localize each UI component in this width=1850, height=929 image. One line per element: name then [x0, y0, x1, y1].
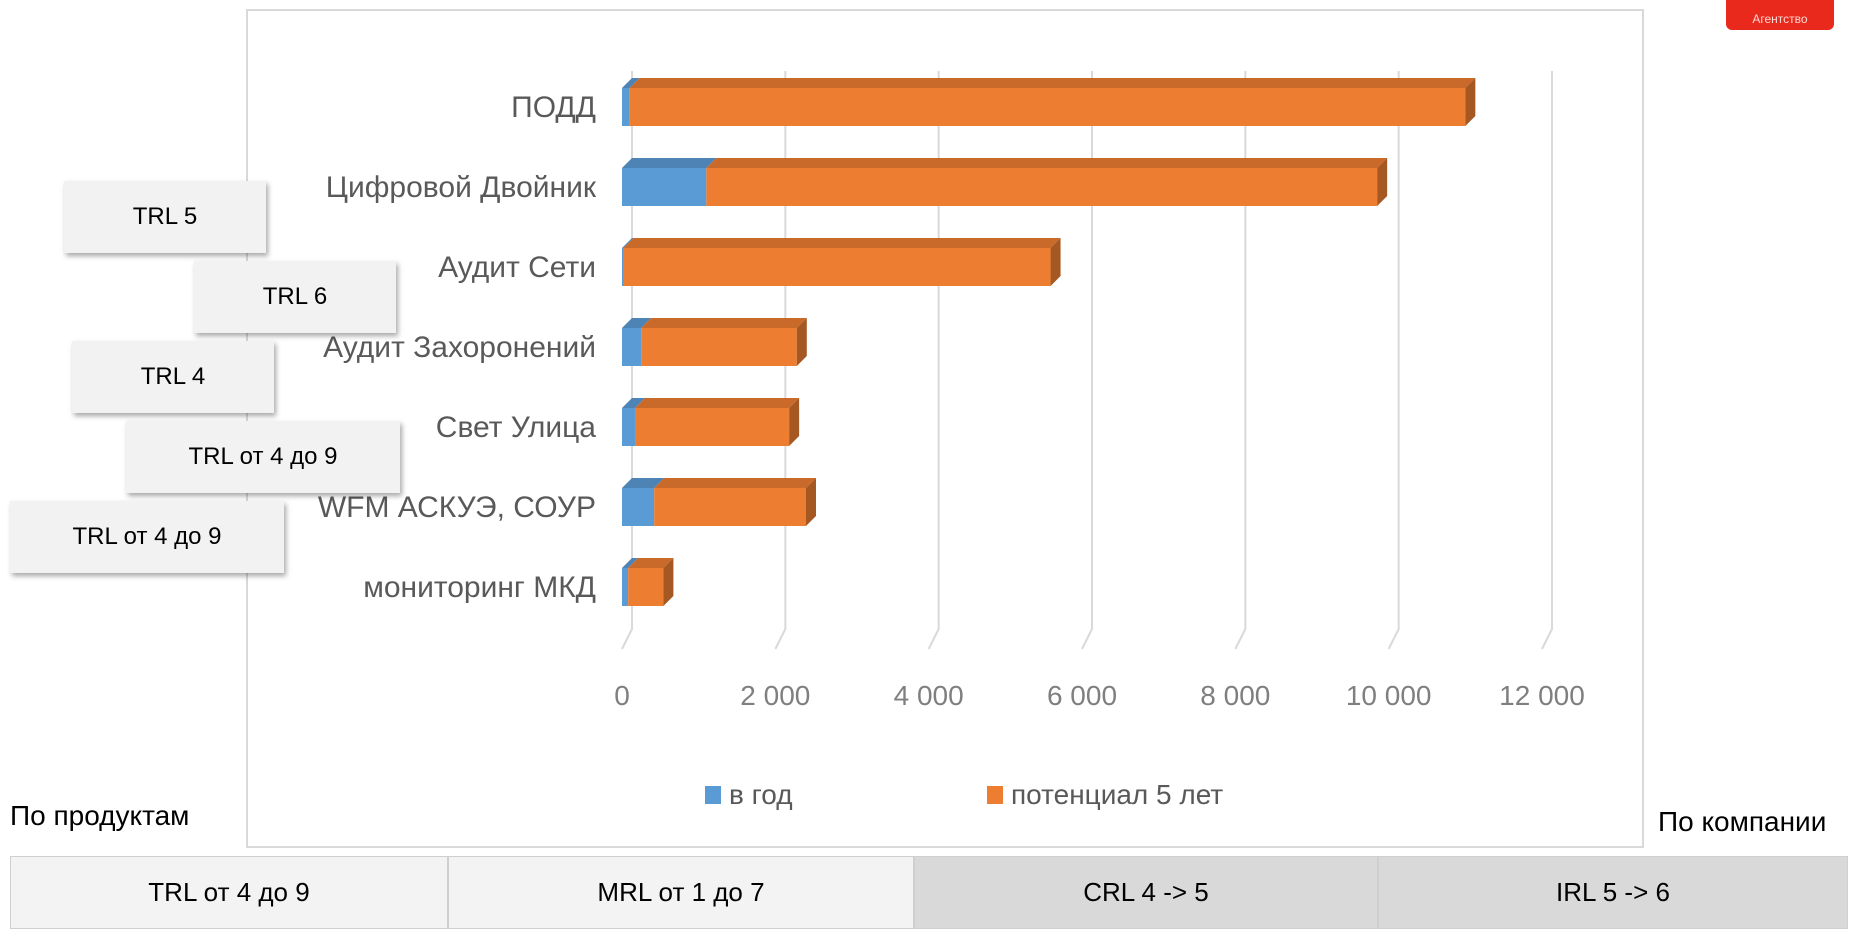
- x-tick-label-5: 10 000: [1346, 680, 1432, 711]
- bar-top-1-4: [635, 398, 800, 408]
- bar-top-0-1: [622, 158, 717, 168]
- left-label: По продуктам: [10, 800, 190, 831]
- bar-top-1-3: [641, 318, 807, 328]
- x-tick-label-1: 2 000: [740, 680, 810, 711]
- category-label-0: ПОДД: [511, 91, 596, 124]
- x-tick-label-6: 12 000: [1499, 680, 1585, 711]
- bar-top-0-2: [622, 238, 634, 248]
- bar-0-1: [622, 168, 707, 206]
- gridline-3: [1081, 71, 1093, 650]
- trl-badge-1: TRL 6: [194, 261, 396, 333]
- bar-top-1-0: [629, 78, 1476, 88]
- bar-0-3: [622, 328, 642, 366]
- bar-0-0: [622, 88, 630, 126]
- gridline-4: [1234, 71, 1247, 650]
- level-mrl: MRL от 1 до 7: [448, 856, 914, 929]
- bar-top-1-1: [706, 158, 1388, 168]
- bar-top-0-5: [622, 478, 665, 488]
- bar-0-4: [622, 408, 636, 446]
- bar-1-5: [654, 488, 806, 526]
- level-trl: TRL от 4 до 9: [10, 856, 448, 929]
- x-tick-label-4: 8 000: [1200, 680, 1270, 711]
- bar-top-0-6: [622, 558, 639, 568]
- trl-badge-0: TRL 5: [64, 181, 266, 253]
- bar-top-0-0: [622, 78, 640, 88]
- legend-label-0: в год: [729, 779, 793, 810]
- category-label-1: Цифровой Двойник: [326, 171, 597, 204]
- chart-frame: 0 2 000 4 000 6 000 8 000 10 000 12 000 ПОДД Циф…: [246, 9, 1644, 848]
- trl-badge-2: TRL 4: [72, 341, 274, 413]
- bar-side-1-0: [1465, 78, 1476, 126]
- x-tick-label-0: 0: [614, 680, 630, 711]
- gridline-6: [1541, 71, 1553, 650]
- x-tick-label-3: 6 000: [1047, 680, 1117, 711]
- bar-1-6: [628, 568, 664, 606]
- bar-1-1: [706, 168, 1378, 206]
- bar-top-0-3: [622, 318, 652, 328]
- bar-1-2: [623, 248, 1051, 286]
- bar-1-3: [641, 328, 797, 366]
- brand-logo-text: Агентство: [1752, 12, 1808, 26]
- bar-1-4: [635, 408, 790, 446]
- bar-side-1-5: [806, 478, 816, 526]
- right-label: По компании: [1658, 806, 1827, 837]
- category-label-3: Аудит Захоронений: [323, 331, 596, 364]
- bar-side-1-3: [796, 318, 807, 366]
- bar-chart: 0 2 000 4 000 6 000 8 000 10 000 12 000 ПОДД Циф…: [318, 71, 1585, 810]
- trl-badge-3: TRL от 4 до 9: [126, 421, 400, 493]
- bar-0-6: [622, 568, 629, 606]
- bar-0-2: [622, 248, 624, 286]
- legend-swatch-0: [705, 786, 721, 804]
- bar-top-1-6: [628, 558, 674, 568]
- category-label-5: WFM АСКУЭ, СОУР: [318, 491, 596, 524]
- bar-side-1-6: [663, 558, 674, 606]
- category-label-6: мониторинг МКД: [363, 571, 596, 604]
- bar-side-1-4: [789, 398, 800, 446]
- bar-1-0: [629, 88, 1466, 126]
- bar-side-1-2: [1050, 238, 1061, 286]
- category-label-4: Свет Улица: [436, 411, 597, 444]
- level-crl: CRL 4 -> 5: [914, 856, 1378, 929]
- trl-badge-4: TRL от 4 до 9: [10, 501, 284, 573]
- bar-side-1-1: [1377, 158, 1388, 206]
- x-tick-label-2: 4 000: [894, 680, 964, 711]
- bar-0-5: [622, 488, 655, 526]
- gridline-5: [1387, 71, 1400, 650]
- legend-swatch-1: [987, 786, 1003, 804]
- legend-label-1: потенциал 5 лет: [1011, 779, 1223, 810]
- category-label-2: Аудит Сети: [438, 251, 596, 284]
- bar-top-1-2: [623, 238, 1061, 248]
- brand-logo: Агентство: [1726, 0, 1834, 30]
- readiness-levels-bar: TRL от 4 до 9 MRL от 1 до 7 CRL 4 -> 5 I…: [10, 856, 1848, 929]
- gridline-2: [927, 71, 940, 650]
- bar-top-1-5: [654, 478, 816, 488]
- bar-top-0-4: [622, 398, 646, 408]
- level-irl: IRL 5 -> 6: [1378, 856, 1848, 929]
